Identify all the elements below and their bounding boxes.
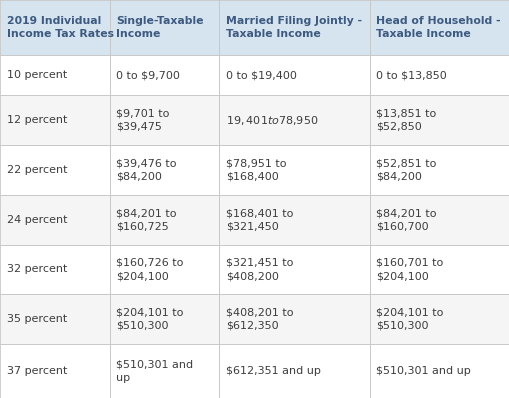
- Bar: [369, 0, 509, 55]
- Bar: [369, 344, 509, 398]
- Bar: [0, 295, 109, 344]
- Bar: [109, 96, 219, 145]
- Text: 10 percent: 10 percent: [7, 70, 67, 80]
- Bar: [369, 96, 509, 145]
- Bar: [219, 295, 369, 344]
- Bar: [0, 344, 109, 398]
- Bar: [109, 55, 219, 96]
- Text: Single-Taxable
Income: Single-Taxable Income: [116, 16, 204, 39]
- Text: $408,201 to
$612,350: $408,201 to $612,350: [225, 308, 293, 331]
- Text: $9,701 to
$39,475: $9,701 to $39,475: [116, 109, 169, 132]
- Text: 32 percent: 32 percent: [7, 265, 67, 275]
- Bar: [109, 145, 219, 195]
- Bar: [109, 0, 219, 55]
- Bar: [369, 295, 509, 344]
- Text: Married Filing Jointly -
Taxable Income: Married Filing Jointly - Taxable Income: [225, 16, 361, 39]
- Text: $52,851 to
$84,200: $52,851 to $84,200: [376, 158, 436, 181]
- Text: $204,101 to
$510,300: $204,101 to $510,300: [376, 308, 443, 331]
- Text: $321,451 to
$408,200: $321,451 to $408,200: [225, 258, 293, 281]
- Text: Head of Household -
Taxable Income: Head of Household - Taxable Income: [376, 16, 500, 39]
- Text: $612,351 and up: $612,351 and up: [225, 366, 320, 376]
- Text: 12 percent: 12 percent: [7, 115, 67, 125]
- Bar: [369, 55, 509, 96]
- Bar: [0, 195, 109, 245]
- Text: 0 to $9,700: 0 to $9,700: [116, 70, 180, 80]
- Bar: [0, 0, 109, 55]
- Text: $78,951 to
$168,400: $78,951 to $168,400: [225, 158, 286, 181]
- Text: $84,201 to
$160,725: $84,201 to $160,725: [116, 208, 177, 231]
- Bar: [109, 195, 219, 245]
- Bar: [109, 295, 219, 344]
- Bar: [219, 0, 369, 55]
- Text: $160,701 to
$204,100: $160,701 to $204,100: [376, 258, 443, 281]
- Bar: [219, 195, 369, 245]
- Bar: [369, 145, 509, 195]
- Text: $510,301 and
up: $510,301 and up: [116, 359, 193, 382]
- Text: $39,476 to
$84,200: $39,476 to $84,200: [116, 158, 177, 181]
- Bar: [0, 96, 109, 145]
- Bar: [0, 145, 109, 195]
- Text: $510,301 and up: $510,301 and up: [376, 366, 470, 376]
- Text: $168,401 to
$321,450: $168,401 to $321,450: [225, 208, 293, 231]
- Bar: [219, 145, 369, 195]
- Text: $13,851 to
$52,850: $13,851 to $52,850: [376, 109, 436, 132]
- Bar: [369, 195, 509, 245]
- Text: 24 percent: 24 percent: [7, 215, 67, 225]
- Text: 22 percent: 22 percent: [7, 165, 67, 175]
- Bar: [109, 344, 219, 398]
- Text: 37 percent: 37 percent: [7, 366, 67, 376]
- Text: 0 to $19,400: 0 to $19,400: [225, 70, 296, 80]
- Text: $84,201 to
$160,700: $84,201 to $160,700: [376, 208, 436, 231]
- Bar: [219, 96, 369, 145]
- Text: 0 to $13,850: 0 to $13,850: [376, 70, 446, 80]
- Bar: [219, 55, 369, 96]
- Bar: [0, 55, 109, 96]
- Text: 35 percent: 35 percent: [7, 314, 67, 324]
- Text: $160,726 to
$204,100: $160,726 to $204,100: [116, 258, 183, 281]
- Text: $204,101 to
$510,300: $204,101 to $510,300: [116, 308, 183, 331]
- Bar: [0, 245, 109, 295]
- Bar: [219, 344, 369, 398]
- Bar: [109, 245, 219, 295]
- Bar: [219, 245, 369, 295]
- Bar: [369, 245, 509, 295]
- Text: 2019 Individual
Income Tax Rates: 2019 Individual Income Tax Rates: [7, 16, 114, 39]
- Text: $19,401 to $78,950: $19,401 to $78,950: [225, 114, 318, 127]
